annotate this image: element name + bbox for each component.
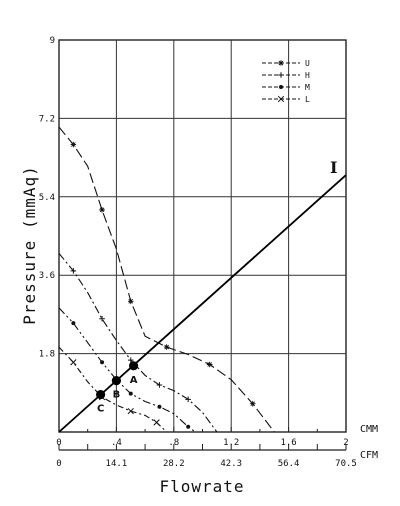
legend-label-L: L bbox=[305, 95, 310, 104]
series-H-line bbox=[58, 253, 218, 433]
series-L-point bbox=[153, 419, 160, 426]
series-L-point bbox=[70, 359, 77, 366]
y-tick-label: 3.6 bbox=[39, 271, 55, 281]
operating-point-label-A: A bbox=[130, 375, 138, 386]
marker-plus bbox=[156, 382, 163, 388]
y-axis-title: Pressure (mmAq) bbox=[20, 165, 39, 325]
x-tick-label-cmm: 2 bbox=[343, 438, 348, 448]
x-tick-label-cmm: 1.2 bbox=[223, 438, 239, 448]
marker-plus bbox=[127, 357, 134, 363]
system-line: I bbox=[58, 158, 347, 433]
series-U-line bbox=[58, 126, 275, 433]
system-line-label: I bbox=[330, 158, 337, 177]
operating-point-B bbox=[111, 376, 121, 386]
system-line-path bbox=[58, 174, 347, 433]
grid bbox=[58, 39, 347, 451]
tick-labels: 1.8 3.6 5.4 7.2 9 0 .4 .8 1.2 1.6 2 0 14.1 28.2 42.3 56… bbox=[39, 36, 357, 469]
x-tick-label-cmm: 1.6 bbox=[280, 438, 296, 448]
marker-asterisk bbox=[127, 298, 134, 305]
operating-point-label-B: B bbox=[113, 390, 121, 401]
marker-x bbox=[153, 419, 160, 426]
series-M-point bbox=[186, 424, 191, 429]
legend-marker-H bbox=[278, 72, 284, 78]
marker-asterisk bbox=[163, 344, 170, 350]
operating-point-label-C: C bbox=[97, 404, 104, 415]
y-tick-label: 9 bbox=[50, 36, 55, 46]
marker-dot bbox=[71, 321, 76, 326]
marker-asterisk bbox=[278, 60, 284, 66]
series-H-point bbox=[127, 357, 134, 363]
legend-marker-L bbox=[277, 95, 285, 103]
x-tick-label-cfm: 70.5 bbox=[335, 459, 357, 469]
series-H-point bbox=[99, 315, 105, 322]
marker-dot bbox=[157, 404, 162, 409]
series-L-line bbox=[58, 346, 167, 433]
legend-marker-U bbox=[278, 60, 284, 66]
x-unit-cmm: CMM bbox=[360, 424, 378, 435]
series-U-point bbox=[163, 344, 170, 350]
series-M-point bbox=[100, 360, 105, 365]
x-tick-label-cmm: 0 bbox=[56, 438, 61, 448]
marker-asterisk bbox=[99, 207, 105, 213]
series-U-point bbox=[99, 207, 105, 213]
legend-label-U: U bbox=[305, 59, 310, 68]
x-tick-label-cfm: 28.2 bbox=[163, 459, 185, 469]
marker-plus bbox=[70, 268, 77, 274]
y-tick-label: 5.4 bbox=[39, 193, 55, 203]
marker-asterisk bbox=[249, 400, 256, 407]
marker-dot bbox=[279, 85, 283, 89]
x-unit-cfm: CFM bbox=[360, 450, 378, 461]
marker-asterisk bbox=[70, 141, 77, 148]
plot-frame bbox=[58, 39, 347, 433]
x-tick-label-cfm: 14.1 bbox=[106, 459, 128, 469]
marker-dot bbox=[186, 424, 191, 429]
marker-plus bbox=[185, 396, 191, 403]
marker-plus bbox=[99, 315, 105, 322]
series-H-point bbox=[70, 268, 77, 274]
operating-points: ABC bbox=[96, 361, 139, 415]
series-H-point bbox=[185, 396, 191, 403]
series-U-point bbox=[206, 361, 213, 368]
x-axis-title: Flowrate bbox=[159, 477, 244, 496]
series-U-point bbox=[249, 400, 256, 407]
series-U-point bbox=[70, 141, 77, 148]
series-U-point bbox=[127, 298, 134, 305]
marker-asterisk bbox=[206, 361, 213, 368]
x-tick-label-cmm: .4 bbox=[111, 438, 122, 448]
series-M-point bbox=[71, 321, 76, 326]
series-M-point bbox=[157, 404, 162, 409]
legend-marker-M bbox=[279, 85, 283, 89]
x-tick-label-cfm: 56.4 bbox=[278, 459, 300, 469]
marker-plus bbox=[278, 72, 284, 78]
operating-point-C bbox=[96, 389, 106, 400]
y-tick-label: 7.2 bbox=[39, 114, 55, 124]
marker-x bbox=[127, 407, 134, 415]
fan-curves bbox=[58, 126, 275, 433]
y-tick-label: 1.8 bbox=[39, 350, 55, 360]
legend-label-H: H bbox=[305, 71, 310, 80]
marker-dot bbox=[128, 391, 133, 396]
marker-dot bbox=[100, 360, 105, 365]
operating-point-A bbox=[129, 361, 139, 371]
marker-x bbox=[277, 95, 285, 103]
x-tick-label-cmm: .8 bbox=[168, 438, 179, 448]
series-M-point bbox=[128, 391, 133, 396]
series-H-point bbox=[156, 382, 163, 388]
legend-label-M: M bbox=[305, 83, 310, 92]
marker-x bbox=[70, 359, 77, 366]
series-L-point bbox=[127, 407, 134, 415]
x-tick-label-cfm: 42.3 bbox=[220, 459, 242, 469]
x-tick-label-cfm: 0 bbox=[56, 459, 61, 469]
